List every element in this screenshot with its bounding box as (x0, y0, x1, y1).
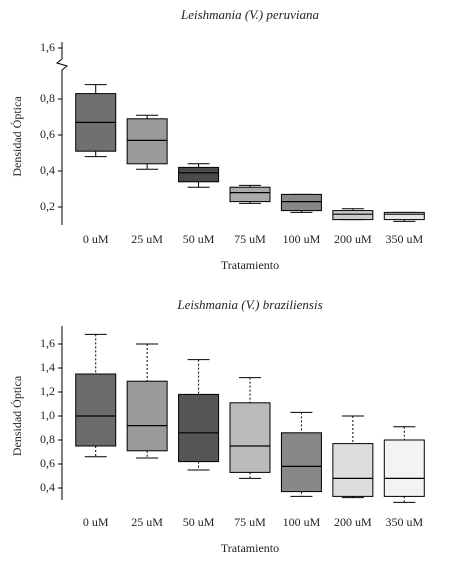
x-tick-label: 0 uM (83, 515, 109, 529)
chart-title: Leishmania (V.) peruviana (180, 7, 320, 22)
x-tick-label: 50 uM (183, 232, 215, 246)
x-tick-label: 50 uM (183, 515, 215, 529)
x-tick-label: 350 uM (385, 232, 423, 246)
box (332, 210, 374, 221)
y-axis-title: Densidad Óptica (10, 375, 24, 456)
box (383, 211, 425, 221)
box (280, 193, 322, 212)
x-tick-label: 200 uM (334, 232, 372, 246)
axis-break (55, 58, 69, 71)
box (178, 166, 220, 183)
box (383, 439, 425, 497)
x-tick-label: 75 uM (234, 515, 266, 529)
box (126, 118, 168, 165)
y-tick-label: 0,2 (40, 199, 55, 213)
y-tick-label: 0,6 (40, 127, 55, 141)
y-tick-label: 0,6 (40, 456, 55, 470)
x-axis-title: Tratamiento (221, 541, 279, 555)
box (280, 432, 322, 493)
x-tick-label: 25 uM (131, 232, 163, 246)
y-tick-label: 1,6 (40, 40, 55, 54)
box (126, 380, 168, 452)
y-tick-label: 0,4 (40, 163, 55, 177)
chart-title: Leishmania (V.) braziliensis (176, 297, 322, 312)
y-tick-label: 1,6 (40, 336, 55, 350)
x-tick-label: 0 uM (83, 232, 109, 246)
box (229, 186, 271, 203)
x-tick-label: 200 uM (334, 515, 372, 529)
y-tick-label: 1,2 (40, 384, 55, 398)
y-axis-title: Densidad Óptica (10, 96, 24, 177)
box (178, 393, 220, 463)
y-tick-label: 0,8 (40, 432, 55, 446)
x-tick-label: 25 uM (131, 515, 163, 529)
x-tick-label: 350 uM (385, 515, 423, 529)
x-axis-title: Tratamiento (221, 258, 279, 272)
y-tick-label: 0,8 (40, 91, 55, 105)
x-tick-label: 100 uM (283, 515, 321, 529)
y-tick-label: 0,4 (40, 480, 55, 494)
x-tick-label: 100 uM (283, 232, 321, 246)
box (332, 443, 374, 497)
box (75, 373, 117, 447)
y-tick-label: 1,0 (40, 408, 55, 422)
x-tick-label: 75 uM (234, 232, 266, 246)
y-tick-label: 1,4 (40, 360, 55, 374)
box (229, 402, 271, 473)
